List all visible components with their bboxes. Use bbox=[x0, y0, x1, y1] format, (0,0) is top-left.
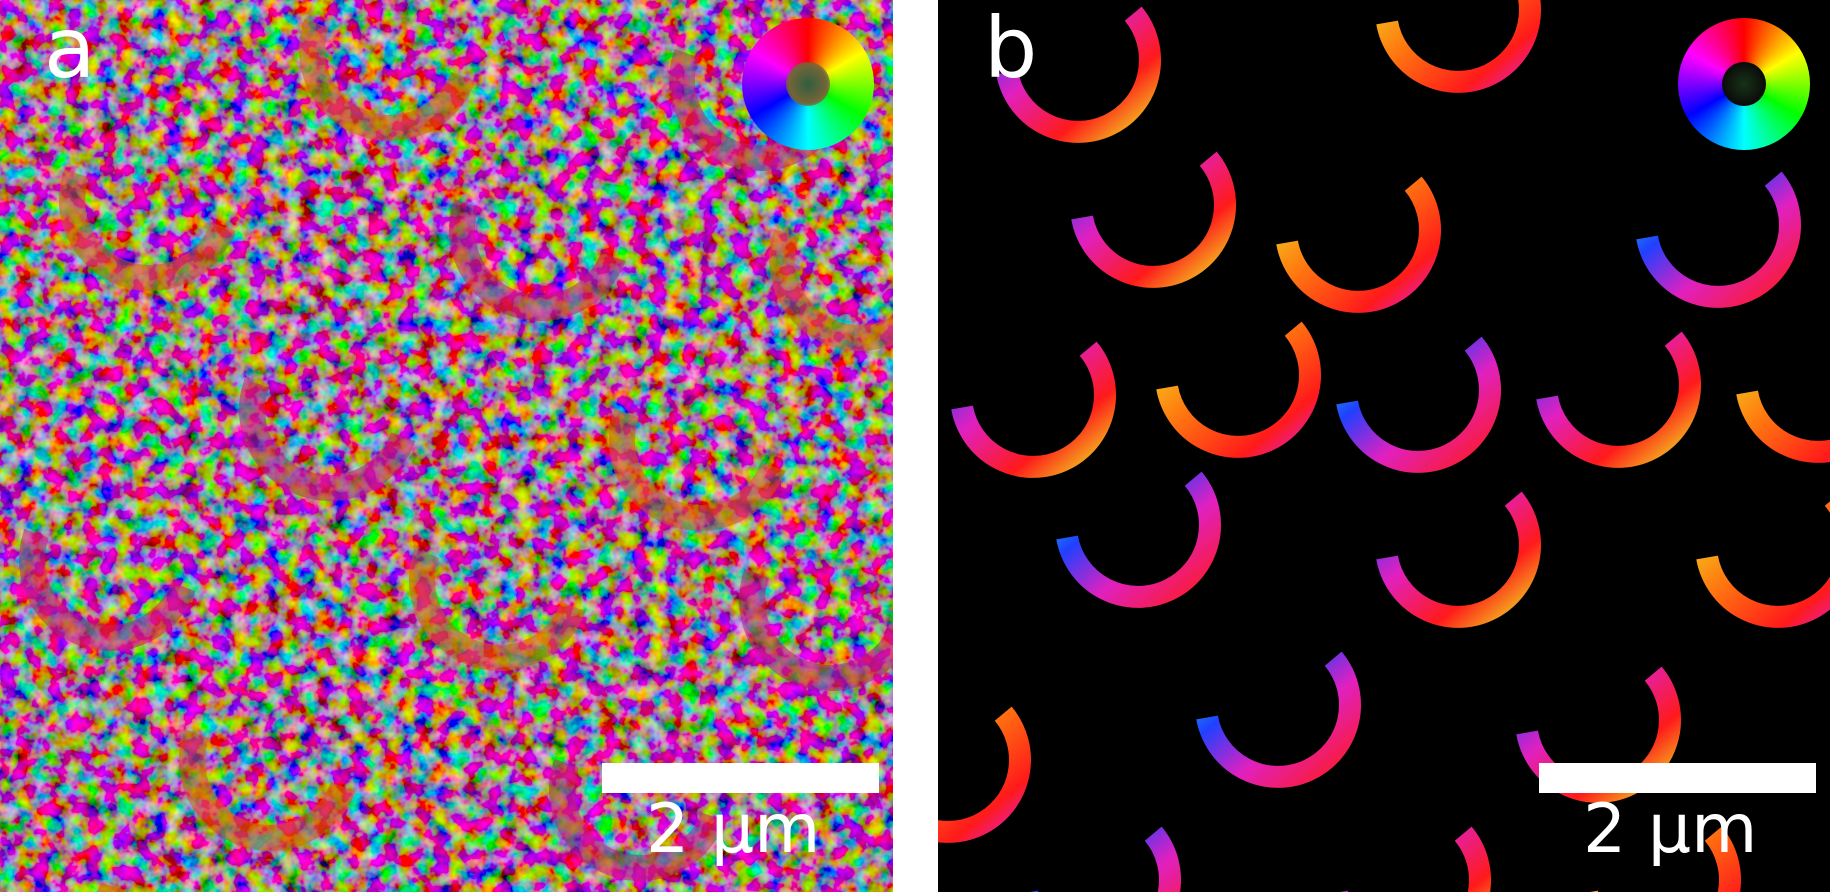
hsv-color-wheel-icon bbox=[742, 18, 874, 150]
scale-bar-b bbox=[1539, 763, 1816, 793]
crescent-b bbox=[1636, 171, 1801, 308]
crescent-a bbox=[179, 728, 356, 851]
crescent-b bbox=[1056, 471, 1221, 608]
crescent-a bbox=[769, 228, 893, 351]
crescent-b bbox=[1029, 826, 1181, 892]
crescent-b bbox=[1376, 0, 1541, 93]
crescent-a bbox=[609, 408, 786, 531]
crescent-a bbox=[409, 548, 586, 671]
crescent-b bbox=[1276, 176, 1441, 313]
scale-bar-label-a: 2 μm bbox=[646, 790, 821, 869]
crescent-b bbox=[1696, 501, 1830, 628]
panel-a-micrograph bbox=[0, 0, 893, 892]
scale-bar-label-b: 2 μm bbox=[1583, 790, 1758, 869]
crescent-a bbox=[239, 378, 416, 501]
crescent-a bbox=[299, 18, 476, 141]
crescent-b bbox=[1736, 390, 1830, 463]
crescent-b bbox=[938, 706, 1031, 843]
hsv-color-wheel-icon bbox=[1678, 18, 1810, 150]
crescent-a bbox=[449, 198, 626, 321]
scale-bar-a bbox=[602, 763, 879, 793]
panel-b: b 2 μm bbox=[938, 0, 1830, 892]
panel-label-a: a bbox=[44, 0, 96, 97]
crescent-b bbox=[1071, 151, 1236, 288]
crescent-b bbox=[1196, 651, 1361, 788]
panel-a: a 2 μm bbox=[0, 0, 893, 892]
color-wheel-center bbox=[1722, 62, 1766, 106]
crescent-b bbox=[1156, 321, 1321, 458]
crescent-a bbox=[549, 758, 726, 881]
crescent-a bbox=[59, 168, 236, 291]
crescent-b bbox=[996, 6, 1161, 143]
panel-label-b: b bbox=[984, 0, 1038, 97]
crescent-b bbox=[951, 341, 1116, 478]
crescent-a bbox=[19, 528, 196, 651]
color-wheel-center bbox=[786, 62, 830, 106]
crescent-b bbox=[1589, 826, 1741, 892]
crescent-b bbox=[1376, 491, 1541, 628]
crescent-b bbox=[1336, 336, 1501, 473]
crescent-b bbox=[1339, 826, 1491, 892]
crescent-b bbox=[1536, 331, 1701, 468]
panel-b-micrograph bbox=[938, 0, 1830, 892]
crescent-a bbox=[739, 568, 893, 691]
